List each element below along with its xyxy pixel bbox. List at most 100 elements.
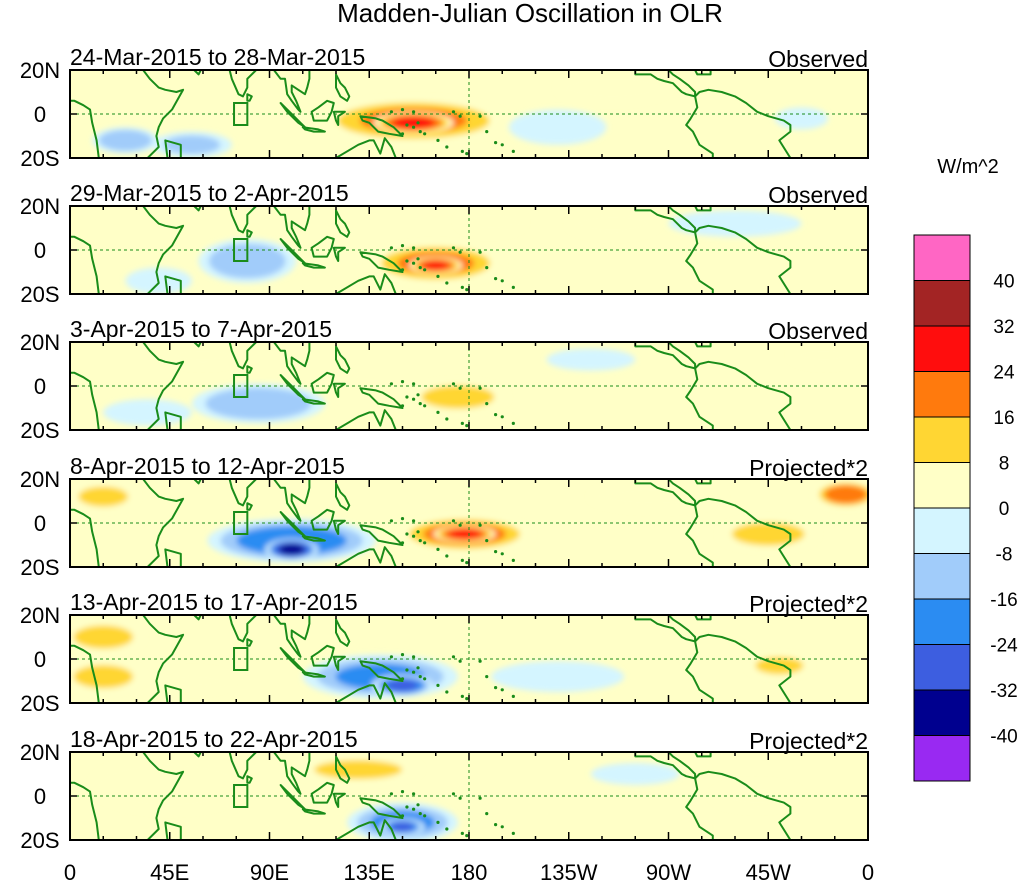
panel-1-ytick-label-1: 20N (20, 58, 60, 83)
panel-5-anomaly-7-level (491, 661, 625, 692)
panel-6-landmass-1 (70, 752, 185, 840)
panel-6-island-10 (389, 792, 394, 796)
panel-5-island-12 (411, 655, 416, 659)
panel-6-island-15 (458, 796, 462, 800)
panel-1-anomaly-field (92, 72, 829, 158)
panel-4-island-16 (478, 523, 482, 527)
panel-6-landmass-5 (246, 775, 253, 784)
panel-6-landmass-9 (310, 781, 335, 804)
panel-6-landmass-11 (335, 755, 351, 784)
panel-5-anomaly-4-level (73, 665, 133, 689)
panels: 20N 0 20S 24-Mar-2015 to 28-Mar-2015 Observe… (20, 44, 869, 853)
panel-5-anomaly-5-level (152, 670, 232, 692)
panel-4-landmass-15 (694, 479, 712, 485)
panel-2-island-8 (460, 285, 464, 289)
panel-4-island-8 (460, 558, 464, 563)
panel-6-island-9 (465, 834, 469, 838)
panel-5: 20N 0 20S 13-Apr-2015 to 17-Apr-2015 Project… (20, 589, 869, 716)
panel-3-ytick-label-3: 20S (20, 418, 59, 443)
panel-2-anomaly-6-level (568, 210, 658, 237)
panel-4-landmass-9 (310, 508, 335, 531)
panel-3-landmass-15 (694, 342, 712, 348)
xtick-label-8: 45W (746, 860, 791, 885)
panel-4-island-7 (445, 554, 449, 558)
panel-4-anomaly-5-level (78, 486, 129, 507)
panel-6-landmass-2 (164, 821, 182, 840)
panel-1-landmass-1 (70, 70, 185, 158)
xtick-label-7: 90W (646, 860, 691, 885)
panel-1-island-6 (436, 138, 440, 142)
panel-4-landmass-12 (359, 524, 404, 546)
panel-3-coastlines (70, 342, 792, 430)
colorbar-swatch-4 (913, 371, 971, 418)
panel-3-landmass-12 (359, 387, 404, 409)
panel-2-island-9 (465, 288, 469, 292)
panel-1-island-12 (411, 110, 416, 114)
panel-4-landmass-16 (685, 497, 792, 567)
panel-6-island-12 (411, 792, 416, 796)
panel-4-island-3 (411, 534, 416, 538)
panel-5-landmass-13 (319, 682, 397, 703)
panel-1-landmass-14 (634, 70, 697, 98)
panel-4-island-4 (418, 539, 422, 543)
panel-3-landmass-10 (332, 382, 346, 398)
panel-6-landmass-15 (694, 752, 712, 758)
panel-5-island-3 (411, 670, 416, 674)
panel-5-landmass-11 (335, 618, 351, 647)
panel-1-landmass-11 (335, 73, 351, 102)
xtick-label-1: 0 (64, 860, 76, 885)
xtick-label-3: 90E (250, 860, 289, 885)
panel-4-island-17 (485, 539, 489, 543)
colorbar-label-11: -40 (990, 727, 1017, 748)
panel-3-landmass-3 (193, 342, 202, 348)
panel-2-landmass-2 (164, 275, 182, 294)
panel-5-landmass-2 (164, 684, 182, 703)
panel-4-landmass-5 (246, 502, 253, 511)
xtick-label-6: 135W (540, 860, 598, 885)
panel-5-anomaly-2-level (386, 679, 419, 691)
panel-2: 20N 0 20S 29-Mar-2015 to 2-Apr-2015 Observed (20, 180, 869, 307)
panel-5-landmass-14 (634, 615, 697, 643)
colorbar-label-10: -32 (990, 681, 1017, 702)
panel-3-landmass-2 (164, 411, 182, 430)
panel-1-island-13 (416, 121, 420, 125)
panel-3-landmass-11 (335, 345, 351, 374)
panel-1-island-8 (460, 149, 464, 153)
panel-6-ytick-label-1: 20N (20, 740, 60, 765)
panel-1-period: 24-Mar-2015 to 28-Mar-2015 (70, 44, 365, 70)
panel-2-island-3 (411, 261, 416, 265)
panel-2-ytick-label-3: 20S (20, 282, 59, 307)
panel-1-anomaly-2-level (391, 116, 436, 129)
xtick-label-4: 135E (344, 860, 395, 885)
panel-1-island-1 (400, 132, 405, 136)
panel-5-landmass-12 (359, 660, 404, 682)
colorbar-label-1: 40 (993, 272, 1014, 293)
panel-6: 20N 0 20S 18-Apr-2015 to 22-Apr-2015 Project… (20, 726, 869, 853)
panel-6-landmass-3 (193, 752, 202, 758)
panel-3-island-11 (400, 380, 405, 384)
panel-2-island-7 (445, 281, 449, 285)
xtick-label-2: 45E (150, 860, 189, 885)
panel-1-landmass-12 (359, 115, 404, 137)
panel-5-ytick-label-3: 20S (20, 691, 59, 716)
panel-5-island-7 (445, 690, 449, 694)
panel-4-anomaly-8-level (590, 483, 724, 510)
panel-4-island-9 (465, 561, 469, 565)
panel-2-landmass-10 (332, 246, 346, 262)
panel-2-island-20 (511, 285, 515, 289)
colorbar-swatch-8 (913, 553, 971, 600)
panel-1-anomaly-6-level (557, 72, 669, 103)
panel-3-island-7 (445, 417, 449, 421)
panel-5-island-5 (423, 677, 427, 681)
panel-4-island-5 (423, 541, 427, 545)
panel-3-anomaly-3-level (103, 399, 192, 426)
panel-4-anomaly-field (70, 481, 868, 563)
panel-5-type: Projected*2 (749, 591, 868, 617)
panel-3-island-12 (411, 382, 416, 386)
panel-4-landmass-4 (219, 479, 258, 507)
panel-2-landmass-11 (335, 209, 351, 238)
panel-4-ytick-label-2: 0 (34, 511, 46, 536)
panel-5-island-8 (460, 694, 464, 699)
panel-3-anomaly-4-level (163, 344, 243, 367)
